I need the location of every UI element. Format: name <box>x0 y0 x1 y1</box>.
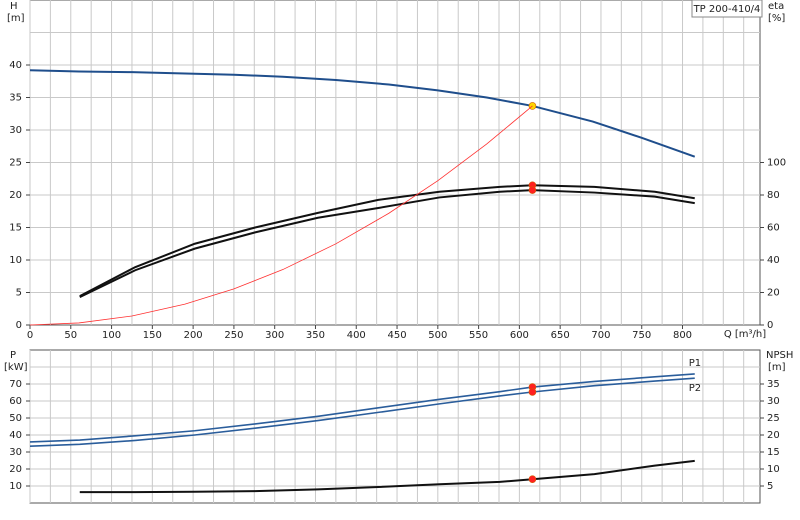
y2-tick-label: 35 <box>767 379 780 390</box>
x-tick-label: 550 <box>469 330 488 341</box>
y-tick-label: 0 <box>16 320 22 331</box>
data-layer: 0 50 100 150 200 250 300 350 400 450 500 550 600 650 7… <box>9 60 786 494</box>
y2-tick-label: 25 <box>767 413 780 424</box>
y2-tick-label: 60 <box>767 223 780 234</box>
x-axis-label: Q [m³/h] <box>724 329 766 340</box>
y-tick-label: 15 <box>9 223 22 234</box>
chart-title: TP 200-410/4 <box>693 4 761 15</box>
y-tick-label: 10 <box>9 481 22 492</box>
curve <box>29 377 695 448</box>
y-tick-label: 5 <box>16 288 22 299</box>
y2-tick-label: 80 <box>767 190 780 201</box>
x-tick-label: 500 <box>428 330 447 341</box>
grid-layer <box>29 0 761 504</box>
x-tick-label: 800 <box>673 330 692 341</box>
y-axis-label: H <box>10 1 18 12</box>
y-axis-unit: [kW] <box>4 362 28 373</box>
y-axis-unit: [m] <box>7 13 25 24</box>
x-tick-label: 600 <box>510 330 529 341</box>
y-tick-label: 35 <box>9 93 22 104</box>
y-axis-label: P <box>10 350 16 361</box>
x-tick-label: 750 <box>632 330 651 341</box>
y-tick-label: 60 <box>9 396 22 407</box>
series-label: P2 <box>689 383 701 394</box>
x-tick-label: 100 <box>102 330 121 341</box>
curve <box>29 69 696 158</box>
y2-tick-label: 15 <box>767 447 780 458</box>
duty-point <box>528 475 537 484</box>
y-tick-label: 25 <box>9 158 22 169</box>
y2-tick-label: 10 <box>767 464 780 475</box>
y-tick-label: 20 <box>9 464 22 475</box>
duty-point <box>528 388 537 396</box>
y2-axis-label: eta <box>768 1 784 12</box>
x-tick-label: 350 <box>306 330 325 341</box>
curve <box>79 189 695 298</box>
curve <box>29 373 695 443</box>
x-tick-label: 450 <box>387 330 406 341</box>
duty-point <box>528 186 537 194</box>
x-tick-label: 200 <box>184 330 203 341</box>
y2-tick-label: 20 <box>767 430 780 441</box>
y-tick-label: 50 <box>9 413 22 424</box>
curve <box>79 459 695 494</box>
x-tick-label: 650 <box>551 330 570 341</box>
plot-area <box>29 349 761 504</box>
y-tick-label: 40 <box>9 430 22 441</box>
x-tick-label: 50 <box>64 330 77 341</box>
y2-tick-label: 20 <box>767 288 780 299</box>
y2-tick-label: 100 <box>767 158 786 169</box>
curve <box>29 105 533 326</box>
y2-tick-label: 5 <box>767 481 773 492</box>
y2-axis-unit: [m] <box>768 362 786 373</box>
y-tick-label: 30 <box>9 447 22 458</box>
y2-tick-label: 40 <box>767 255 780 266</box>
x-tick-label: 150 <box>143 330 162 341</box>
y2-axis-unit: [%] <box>768 13 785 24</box>
y-tick-label: 10 <box>9 255 22 266</box>
y-tick-label: 20 <box>9 190 22 201</box>
y2-tick-label: 30 <box>767 396 780 407</box>
curve <box>79 184 695 297</box>
y-tick-label: 30 <box>9 125 22 136</box>
y2-tick-label: 0 <box>767 320 773 331</box>
title-box <box>691 0 763 18</box>
y-tick-label: 70 <box>9 379 22 390</box>
x-tick-label: 400 <box>347 330 366 341</box>
x-tick-label: 300 <box>265 330 284 341</box>
x-tick-label: 700 <box>591 330 610 341</box>
x-tick-label: 0 <box>27 330 33 341</box>
y2-axis-label: NPSH <box>766 350 793 361</box>
series-label: P1 <box>689 358 701 369</box>
x-tick-label: 250 <box>224 330 243 341</box>
y-tick-label: 40 <box>9 60 22 71</box>
